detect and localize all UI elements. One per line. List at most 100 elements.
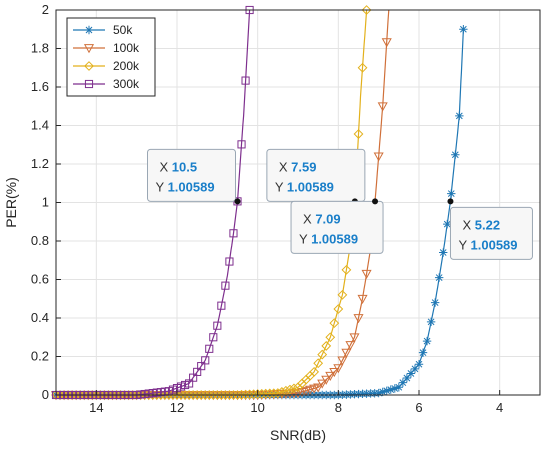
- x-tick-label: 6: [415, 400, 422, 415]
- series-point-50k: [443, 219, 452, 229]
- series-point-200k: [268, 388, 279, 399]
- series-point-50k: [455, 111, 464, 121]
- datatip-x-label: X: [303, 211, 315, 226]
- y-tick-label: 0.2: [31, 349, 49, 364]
- series-point-200k: [196, 390, 207, 400]
- legend-item-100k: 100k: [73, 41, 140, 55]
- axes-box: [55, 9, 541, 396]
- series-point-200k: [276, 387, 287, 397]
- series-point-100k: [325, 371, 336, 381]
- series-point-200k: [127, 390, 138, 400]
- series-point-300k: [241, 76, 250, 85]
- series-point-200k: [115, 390, 126, 400]
- datatip-x-row: X 7.59: [279, 159, 317, 174]
- datatip-x-value: 7.59: [291, 159, 316, 174]
- series-point-200k: [87, 390, 98, 400]
- x-tick-label: 4: [496, 400, 503, 415]
- datatip-x-row: X 5.22: [462, 217, 500, 232]
- series-point-200k: [252, 389, 263, 399]
- series-point-200k: [240, 389, 251, 400]
- series-point-200k: [272, 388, 283, 398]
- datatip: X 7.09 Y 1.00589: [290, 198, 384, 254]
- datatip-box: [147, 148, 236, 202]
- datatip-y-row: Y 1.00589: [156, 179, 215, 194]
- series-point-200k: [192, 390, 203, 400]
- datatip-point: [234, 198, 241, 205]
- series-point-100k: [381, 38, 392, 48]
- series-point-100k: [349, 333, 360, 343]
- legend-swatch-marker: [83, 44, 95, 54]
- series-point-300k: [217, 301, 226, 310]
- series-point-200k: [248, 389, 259, 400]
- legend-label: 100k: [113, 41, 140, 55]
- series-point-100k: [361, 269, 372, 279]
- series-line-300k: [56, 9, 251, 396]
- y-tick-label: 1: [42, 195, 49, 210]
- series-point-200k: [325, 332, 336, 343]
- series-point-100k: [321, 375, 332, 385]
- series-point-200k: [79, 390, 90, 400]
- series-point-200k: [232, 390, 243, 400]
- datatip-y-row: Y 1.00589: [458, 237, 517, 252]
- series-point-200k: [51, 390, 61, 400]
- series-point-50k: [447, 189, 456, 198]
- datatip-x-row: X 7.09: [303, 211, 341, 226]
- series-point-200k: [289, 383, 299, 394]
- series-point-50k: [406, 369, 416, 378]
- y-tick-label: 2: [42, 2, 49, 17]
- datatip-box: [449, 206, 533, 260]
- y-tick-label: 1.4: [31, 118, 49, 133]
- legend-swatch-marker: [84, 25, 94, 35]
- series-point-100k: [329, 368, 340, 378]
- series-point-200k: [75, 390, 86, 400]
- series-point-200k: [155, 390, 166, 400]
- datatip-x-row: X 10.5: [160, 159, 198, 174]
- series-point-200k: [103, 390, 114, 400]
- datatip-y-value: 1.00589: [287, 179, 334, 194]
- y-tick-label: 0.4: [31, 310, 49, 325]
- series-point-50k: [451, 150, 460, 159]
- series-point-200k: [123, 390, 134, 400]
- x-tick-label: 12: [170, 400, 184, 415]
- datatip-y-label: Y: [156, 179, 168, 194]
- series-point-200k: [111, 390, 122, 400]
- series-point-200k: [91, 390, 102, 400]
- series-point-200k: [176, 390, 186, 400]
- series-point-300k: [209, 333, 218, 342]
- datatip-point: [447, 198, 454, 205]
- series-point-50k: [386, 385, 395, 394]
- y-tick-label: 0.8: [31, 233, 49, 248]
- series-point-100k: [317, 379, 328, 389]
- series-point-50k: [410, 364, 420, 374]
- series-point-50k: [422, 336, 432, 346]
- series-point-200k: [329, 318, 340, 329]
- series-point-200k: [228, 390, 239, 400]
- datatip-y-value: 1.00589: [168, 179, 215, 194]
- datatip-y-value: 1.00589: [471, 237, 518, 252]
- series-point-200k: [264, 388, 275, 399]
- series-point-200k: [236, 389, 247, 400]
- x-tick-label: 10: [250, 400, 264, 415]
- series-point-200k: [353, 129, 364, 139]
- y-axis-label: PER(%): [3, 177, 19, 228]
- series-point-200k: [184, 390, 195, 400]
- legend-label: 200k: [113, 59, 140, 73]
- legend-label: 300k: [113, 77, 140, 91]
- series-point-200k: [188, 390, 199, 400]
- series-point-300k: [237, 140, 246, 149]
- datatip-y-value: 1.00589: [311, 231, 358, 246]
- series-point-200k: [333, 304, 344, 314]
- series-point-100k: [341, 348, 352, 358]
- datatip-y-label: Y: [299, 231, 311, 246]
- series-point-200k: [256, 388, 267, 399]
- y-tick-label: 0.6: [31, 272, 49, 287]
- series-point-200k: [71, 390, 82, 400]
- series-point-200k: [200, 390, 211, 400]
- series-point-200k: [357, 62, 368, 73]
- x-tick-label: 14: [89, 400, 103, 415]
- series-point-300k: [229, 229, 238, 238]
- series-point-50k: [430, 298, 440, 307]
- series-point-50k: [378, 387, 387, 397]
